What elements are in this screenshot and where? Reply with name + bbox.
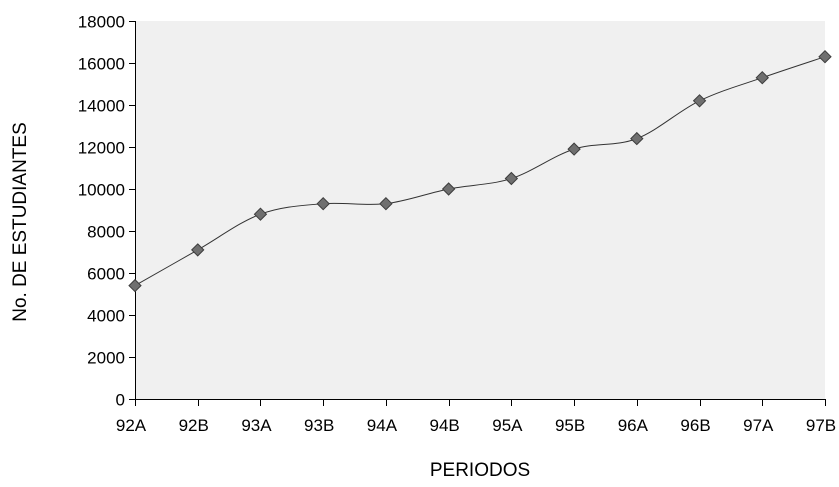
- plot-area: [135, 21, 825, 399]
- x-tick-label: 96A: [618, 416, 649, 435]
- data-point-marker: [755, 70, 769, 85]
- y-tick-label: 4000: [87, 307, 125, 326]
- tick-labels: 0 2000 4000 6000 8000 10000 12000 14000 16000 180…: [78, 13, 836, 436]
- data-point-marker: [379, 196, 393, 211]
- x-tick-label: 94B: [430, 416, 460, 435]
- series-line: [134, 56, 826, 287]
- data-point-marker: [567, 142, 581, 156]
- y-axis-title: No. DE ESTUDIANTES: [10, 122, 31, 322]
- x-tick-label: 92A: [116, 416, 147, 435]
- data-point-marker: [191, 243, 205, 257]
- x-tick-label: 94A: [367, 416, 398, 435]
- x-tick-label: 93B: [304, 416, 334, 435]
- y-tick-label: 18000: [78, 13, 125, 32]
- data-point-marker: [128, 278, 142, 293]
- x-axis-title: PERIODOS: [430, 460, 530, 481]
- y-tick-label: 10000: [78, 181, 125, 200]
- y-tick-label: 16000: [78, 55, 125, 74]
- x-tick-label: 93A: [241, 416, 272, 435]
- data-point-marker: [692, 94, 707, 108]
- x-tick-label: 96B: [680, 416, 710, 435]
- series-markers: [128, 49, 832, 293]
- data-point-marker: [504, 171, 519, 186]
- x-tick-label: 92B: [179, 416, 209, 435]
- x-tick-label: 95A: [492, 416, 523, 435]
- data-point-marker: [630, 131, 644, 146]
- y-axis-ticks: [129, 21, 136, 400]
- x-tick-label: 97B: [806, 416, 836, 435]
- y-tick-label: 2000: [87, 349, 125, 368]
- data-point-marker: [441, 182, 456, 196]
- data-point-marker: [818, 49, 832, 64]
- y-tick-label: 14000: [78, 97, 125, 116]
- y-tick-label: 8000: [87, 223, 125, 242]
- data-point-marker: [253, 207, 268, 221]
- data-point-marker: [316, 196, 330, 211]
- x-tick-label: 97A: [743, 416, 774, 435]
- y-tick-label: 0: [116, 391, 125, 410]
- x-axis-ticks: [135, 399, 826, 406]
- x-tick-label: 95B: [555, 416, 585, 435]
- y-tick-label: 12000: [78, 139, 125, 158]
- y-tick-label: 6000: [87, 265, 125, 284]
